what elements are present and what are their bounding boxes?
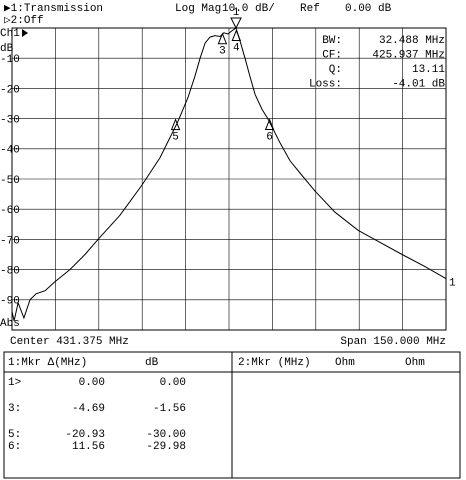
y-tick-label: -10 [0,54,20,66]
table-cell: 3: [8,403,21,415]
y-tick-label: -90 [0,296,20,308]
marker-table: 1:Mkr Δ(MHz) dB 2:Mkr (MHz) Ohm Ohm 1> 0.00 0.0… [8,357,425,453]
y-tick-label: -70 [0,235,20,247]
info-label: BW: [322,35,342,47]
info-label: Loss: [309,78,342,90]
info-label: Q: [329,64,342,76]
table-cell: -29.98 [146,441,186,453]
marker [264,118,275,131]
table-cell: 1> [8,377,21,389]
table-header: Ohm [405,357,425,369]
y-tick-label: -40 [0,145,20,157]
trace2-label: ▷2:Off [4,15,44,27]
marker [231,29,242,42]
info-label: CF: [322,49,342,61]
ref-value: 0.00 dB [345,3,392,15]
scale-label-bottom: Abs [0,318,20,330]
table-header: dB [145,357,159,369]
info-value: -4.01 dB [392,78,445,90]
y-tick-label: -80 [0,266,20,278]
marker [217,32,228,45]
channel-label: Ch1 [0,28,20,40]
table-cell: 0.00 [79,377,105,389]
trace-label: 1 [449,278,456,290]
y-tick-label: -20 [0,84,20,96]
marker-label: 1 [233,7,240,19]
table-cell: 5: [8,429,21,441]
table-cell: -20.93 [65,429,105,441]
format-label: Log Mag [175,3,221,15]
table-cell: 11.56 [72,441,105,453]
table-cell: 0.00 [160,377,186,389]
trace [11,27,447,322]
info-value: 13.11 [412,64,445,76]
marker [230,17,242,30]
y-tick-label: -30 [0,115,20,127]
ref-label: Ref [300,3,320,15]
ref-pointer [22,29,28,37]
info-value: 32.488 MHz [379,35,445,47]
center-freq: Center 431.375 MHz [10,336,129,348]
table-cell: 6: [8,441,21,453]
table-header: 2:Mkr (MHz) [238,357,311,369]
y-tick-label: -60 [0,205,20,217]
marker [170,118,181,131]
table-cell: -1.56 [153,403,186,415]
scale-label: 10.0 dB/ [222,3,275,15]
table-cell: -4.69 [72,403,105,415]
y-unit: dB [0,43,14,55]
marker-label: 5 [172,132,179,144]
marker-label: 4 [233,42,240,54]
marker-label: 3 [219,46,226,58]
table-header: 1:Mkr Δ(MHz) [8,357,87,369]
table-header: Ohm [335,357,355,369]
span: Span 150.000 MHz [340,336,446,348]
table-cell: -30.00 [146,429,186,441]
y-tick-label: -50 [0,175,20,187]
marker-label: 6 [266,131,273,143]
trace1-label: ▶1:Transmission [4,3,103,15]
info-value: 425.937 MHz [372,49,445,61]
